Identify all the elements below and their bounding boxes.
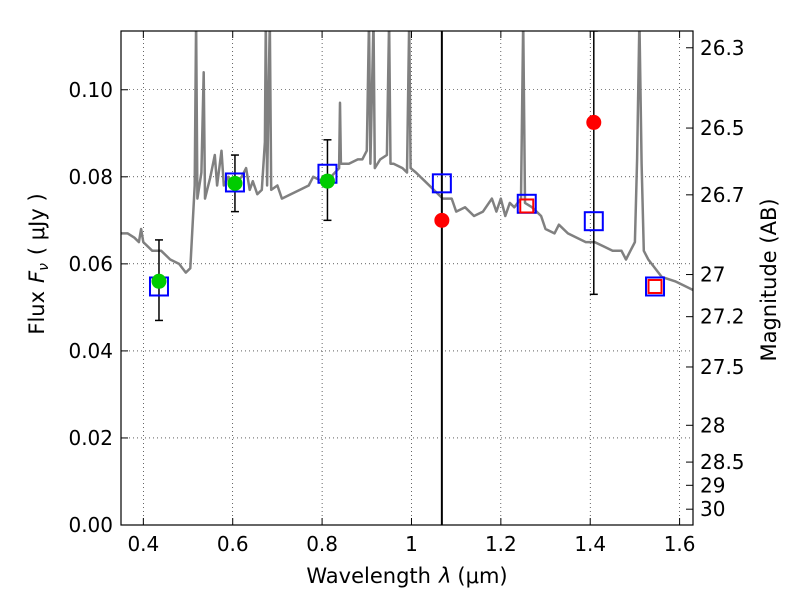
- x-tick-label: 1.4: [574, 532, 606, 556]
- mag-tick-label: 27.2: [700, 305, 745, 329]
- mag-tick-label: 28: [700, 413, 725, 437]
- mag-tick-label: 27: [700, 263, 725, 287]
- circle-marker: [586, 114, 602, 130]
- y2-axis-label: Magnitude (AB): [757, 198, 781, 361]
- y-tick-label: 0.08: [68, 165, 113, 189]
- mag-tick-label: 26.5: [700, 116, 745, 140]
- circle-marker: [434, 212, 450, 228]
- data-layer: [121, 31, 693, 525]
- x-tick-label: 0.8: [306, 532, 338, 556]
- mag-tick-label: 27.5: [700, 355, 745, 379]
- mag-tick-label: 26.7: [700, 183, 745, 207]
- x-tick-label: 1.6: [664, 532, 696, 556]
- x-tick-label: 0.6: [217, 532, 249, 556]
- y-tick-label: 0.04: [68, 339, 113, 363]
- mag-tick-label: 28.5: [700, 450, 745, 474]
- y-tick-label: 0.02: [68, 426, 113, 450]
- mag-tick-label: 26.3: [700, 36, 745, 60]
- x-tick-label: 1.2: [485, 532, 517, 556]
- axis-ticks: 0.4 0.6 0.8 1 1.2 1.4 1.6 0.00 0.02 0.04 0.06 0.08 0…: [68, 31, 745, 556]
- y-tick-label: 0.06: [68, 252, 113, 276]
- y-axis-label: FluxFν( μJy ): [25, 193, 52, 334]
- model-spectrum-line: [121, 31, 693, 292]
- circle-marker: [151, 273, 167, 289]
- y-tick-label: 0.10: [68, 78, 113, 102]
- square-marker: [583, 211, 604, 232]
- square-marker: [645, 276, 666, 297]
- circle-marker: [227, 175, 243, 191]
- y-tick-label: 0.00: [68, 513, 113, 537]
- square-marker: [431, 173, 452, 194]
- plot-frame: [120, 30, 694, 526]
- square-marker: [647, 278, 663, 294]
- square-marker: [519, 198, 535, 214]
- x-tick-label: 1: [405, 532, 418, 556]
- mag-tick-label: 29: [700, 473, 725, 497]
- mag-tick-label: 30: [700, 497, 725, 521]
- x-axis-label: Wavelength λ (μm): [306, 564, 507, 588]
- circle-marker: [319, 173, 335, 189]
- x-tick-label: 0.4: [127, 532, 159, 556]
- square-marker: [224, 172, 245, 193]
